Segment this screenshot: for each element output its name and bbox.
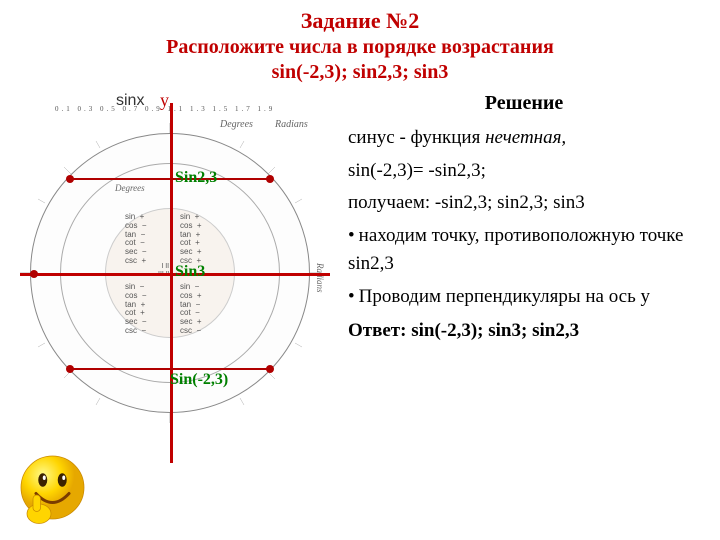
task-subtitle: Расположите числа в порядке возрастания: [0, 36, 720, 59]
dot-1: [66, 175, 74, 183]
quadrant-1-signs: sin + cos + tan + cot + sec + csc +: [180, 213, 202, 266]
dot-2: [266, 175, 274, 183]
quadrant-4-signs: sin − cos + tan − cot − sec + csc −: [180, 283, 202, 336]
sin3-marker: Sin3: [175, 263, 205, 281]
line1a: синус - функция: [348, 127, 485, 148]
dot-3: [30, 270, 38, 278]
solution-line-5: Проводим перпендикуляры на ось у: [348, 283, 700, 312]
task-title: Задание №2: [0, 8, 720, 34]
degrees-label-2: Degrees: [115, 183, 145, 193]
solution-panel: Решение синус - функция нечетная, sin(-2…: [340, 88, 710, 350]
dot-4: [66, 365, 74, 373]
solution-heading: Решение: [348, 88, 700, 118]
line1b: нечетная,: [485, 127, 566, 148]
solution-line-1: синус - функция нечетная,: [348, 124, 700, 153]
sin23-line: [70, 178, 270, 180]
task-values: sin(-2,3); sin2,3; sin3: [0, 61, 720, 84]
top-scale: 0.1 0.3 0.5 0.7 0.9 1.1 1.3 1.5 1.7 1.9: [55, 105, 275, 113]
solution-answer: Ответ: sin(-2,3); sin3; sin2,3: [348, 317, 700, 346]
quadrant-2-signs: sin + cos − tan − cot − sec − csc +: [125, 213, 147, 266]
smiley-icon: [15, 450, 90, 525]
solution-line-4: находим точку, противоположную точке sin…: [348, 222, 700, 279]
radians-label: Radians: [275, 119, 308, 130]
radians-label-2: Radians: [315, 263, 325, 293]
diagram-panel: sinx y: [0, 88, 340, 350]
quadrant-3-signs: sin − cos − tan + cot + sec − csc −: [125, 283, 147, 336]
degrees-label: Degrees: [220, 119, 253, 130]
solution-line-2: sin(-2,3)= -sin2,3;: [348, 157, 700, 186]
dot-5: [266, 365, 274, 373]
content-area: sinx y: [0, 88, 720, 350]
unit-circle-diagram: Degrees Radians Degrees Radians 0.1 0.3 …: [10, 113, 330, 433]
sin-minus23-line: [70, 368, 270, 370]
solution-line-3: получаем: -sin2,3; sin2,3; sin3: [348, 189, 700, 218]
task-header: Задание №2 Расположите числа в порядке в…: [0, 0, 720, 84]
y-axis-line: [170, 103, 173, 463]
sin-minus23-marker: Sin(-2,3): [170, 371, 228, 389]
sin23-marker: Sin2,3: [175, 169, 217, 187]
